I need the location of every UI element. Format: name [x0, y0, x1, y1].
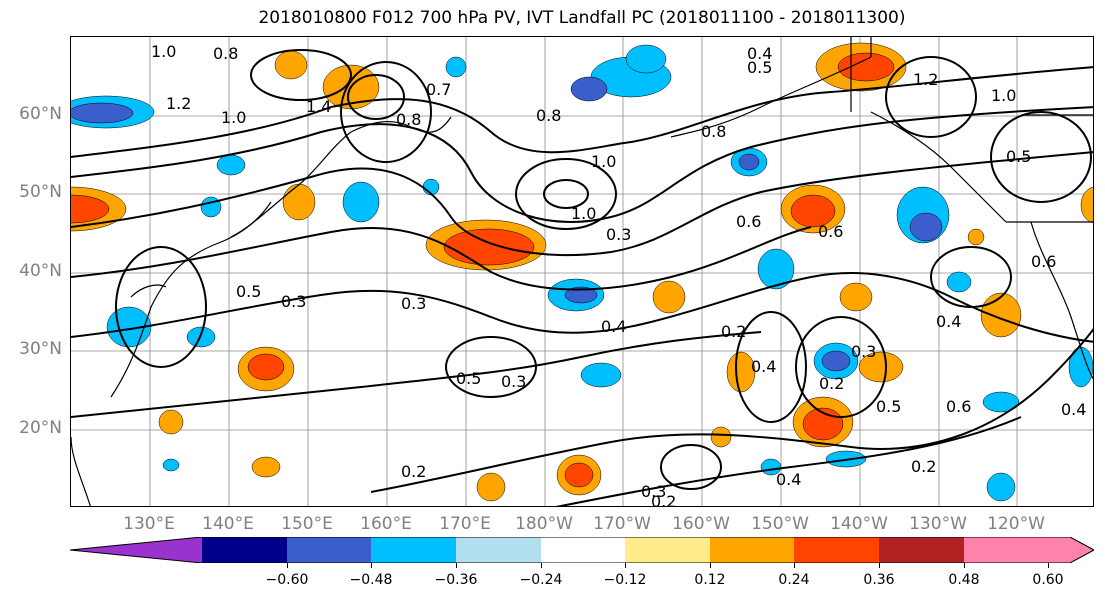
colorbar-segment	[70, 537, 202, 563]
contour-label: 0.3	[606, 225, 631, 244]
contour-label: 0.4	[776, 470, 801, 489]
colorbar-tick-mark	[541, 563, 542, 568]
lon-label: 140°E	[202, 514, 254, 534]
colorbar-tick-mark	[879, 563, 880, 568]
contour-label: 1.0	[221, 108, 246, 127]
contour-label: 0.4	[751, 357, 776, 376]
contour-label: 1.0	[151, 42, 176, 61]
colorbar-segment	[287, 537, 371, 563]
colorbar-tick-mark	[625, 563, 626, 568]
colorbar-segment	[541, 537, 625, 563]
contour-label: 0.4	[601, 317, 626, 336]
colorbar	[70, 537, 1094, 563]
colorbar-segment	[964, 537, 1094, 563]
colorbar-tick-label: −0.36	[434, 572, 478, 588]
contour-labels: 1.0 0.8 1.0 1.2 1.4 0.7 0.8 0.8 0.4 0.5 …	[151, 42, 1086, 507]
colorbar-segment	[794, 537, 879, 563]
contour-label: 1.0	[591, 152, 616, 171]
contour-label: 0.6	[736, 212, 761, 231]
colorbar-tick-label: −0.24	[519, 572, 563, 588]
colorbar-tick-mark	[287, 563, 288, 568]
colorbar-tick-mark	[710, 563, 711, 568]
colorbar-tick-label: 0.48	[948, 572, 980, 588]
colorbar-tick-mark	[964, 563, 965, 568]
colorbar-tick-label: 0.24	[778, 572, 810, 588]
lon-label: 120°W	[987, 514, 1045, 534]
contour-label: 0.4	[1061, 400, 1086, 419]
colorbar-segment	[456, 537, 541, 563]
contour-label: 1.0	[571, 204, 596, 223]
contour-label: 1.2	[913, 70, 938, 89]
lat-label-30: 30°N	[19, 339, 62, 359]
contour-label: 0.3	[401, 294, 426, 313]
contour-label: 0.2	[651, 492, 676, 507]
colorbar-segment	[625, 537, 710, 563]
coastlines	[71, 37, 1093, 506]
colorbar-segment	[371, 537, 456, 563]
colorbar-tick-label: −0.12	[603, 572, 647, 588]
lon-label: 180°W	[515, 514, 573, 534]
contour-label: 0.5	[876, 397, 901, 416]
lon-label: 170°E	[439, 514, 491, 534]
colorbar-segment	[202, 537, 287, 563]
contour-label: 0.8	[701, 122, 726, 141]
lon-label: 160°E	[360, 514, 412, 534]
contour-label: 0.5	[456, 369, 481, 388]
contour-label: 0.3	[641, 482, 666, 501]
contour-label: 0.5	[236, 282, 261, 301]
colorbar-segment	[879, 537, 964, 563]
map-canvas: 1.0 0.8 1.0 1.2 1.4 0.7 0.8 0.8 0.4 0.5 …	[71, 37, 1093, 507]
lat-label-60: 60°N	[19, 104, 62, 124]
contour-label: 0.2	[721, 322, 746, 341]
contour-label: 0.6	[1031, 252, 1056, 271]
colorbar-tick-mark	[371, 563, 372, 568]
colorbar-tick-mark	[1048, 563, 1049, 568]
map-title: 2018010800 F012 700 hPa PV, IVT Landfall…	[258, 8, 906, 28]
contour-label: 0.8	[213, 44, 238, 63]
colorbar-tick-mark	[456, 563, 457, 568]
lat-label-40: 40°N	[19, 261, 62, 281]
contour-label: 0.8	[396, 110, 421, 129]
lon-label: 130°E	[123, 514, 175, 534]
contour-label: 0.6	[818, 222, 843, 241]
lon-label: 150°E	[281, 514, 333, 534]
contour-label: 0.2	[911, 457, 936, 476]
lat-label-50: 50°N	[19, 182, 62, 202]
contour-label: 1.2	[166, 94, 191, 113]
colorbar-tick-label: −0.60	[265, 572, 309, 588]
colorbar-segments	[70, 537, 1094, 563]
contour-label: 0.2	[401, 462, 426, 481]
contour-label: 0.3	[851, 342, 876, 361]
contour-label: 0.5	[1006, 147, 1031, 166]
contour-label: 0.3	[501, 372, 526, 391]
pv-contours	[71, 49, 1093, 506]
contour-label: 0.4	[936, 312, 961, 331]
contour-label: 0.4	[747, 44, 772, 63]
colorbar-tick-mark	[794, 563, 795, 568]
lon-label: 160°W	[672, 514, 730, 534]
contour-label: 1.0	[991, 86, 1016, 105]
lon-label: 150°W	[751, 514, 809, 534]
colorbar-tick-label: 0.12	[694, 572, 726, 588]
contour-label: 0.3	[281, 292, 306, 311]
lon-label: 130°W	[909, 514, 967, 534]
lon-label: 170°W	[593, 514, 651, 534]
lon-label: 140°W	[830, 514, 888, 534]
colorbar-tick-label: 0.60	[1032, 572, 1064, 588]
colorbar-tick-label: 0.36	[863, 572, 895, 588]
lat-label-20: 20°N	[19, 418, 62, 438]
contour-label: 0.7	[426, 80, 451, 99]
contour-label: 1.4	[306, 97, 331, 116]
colorbar-tick-label: −0.48	[349, 572, 393, 588]
map-panel: 1.0 0.8 1.0 1.2 1.4 0.7 0.8 0.8 0.4 0.5 …	[70, 36, 1094, 507]
contour-label: 0.8	[536, 106, 561, 125]
contour-label: 0.2	[819, 374, 844, 393]
contour-label: 0.5	[747, 58, 772, 77]
contour-label: 0.6	[946, 397, 971, 416]
colorbar-segment	[710, 537, 794, 563]
